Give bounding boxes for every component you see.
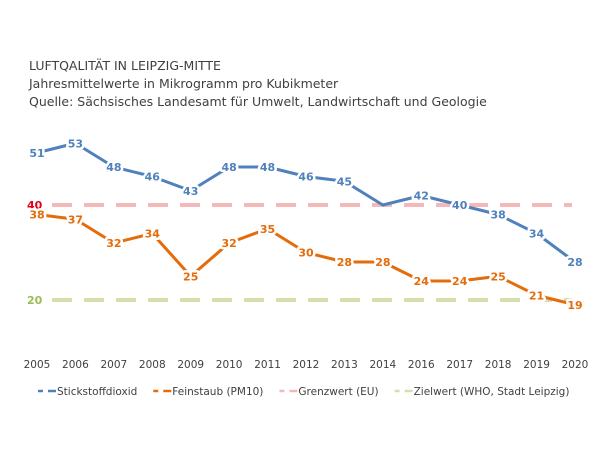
data-label: 34 [145,228,161,241]
data-point [459,280,461,282]
x-tick-label: 2012 [293,359,320,371]
data-point [343,180,345,182]
data-point [305,252,307,253]
data-point [190,275,192,277]
chart-source: Quelle: Sächsisches Landesamt für Umwelt… [29,94,487,109]
data-label: 32 [106,237,121,250]
data-label: 28 [375,256,390,269]
data-point [420,280,422,282]
data-label: 28 [337,256,352,269]
chart-title: LUFTQALITÄT IN LEIPZIG-MITTE [29,58,221,73]
data-label: 38 [29,209,44,222]
x-tick-label: 2011 [254,359,281,371]
data-point [151,176,153,177]
data-point [228,166,230,168]
data-label: 28 [567,256,582,269]
series-line-2 [36,213,576,307]
data-label: 24 [452,275,468,288]
x-tick-label: 2009 [177,359,204,371]
data-label: 30 [298,247,314,260]
x-tick-label: 2013 [331,359,358,371]
x-tick-label: 2008 [139,359,166,371]
data-point [113,242,115,244]
data-label: 38 [490,209,505,222]
legend-item-2: Feinstaub (PM10) [172,386,263,398]
data-point [74,142,76,144]
data-point [151,233,153,234]
data-label: 25 [183,270,198,283]
chart-subtitle: Jahresmittelwerte in Mikrogramm pro Kubi… [29,76,339,91]
data-label: 24 [414,275,430,288]
data-label: 25 [490,270,505,283]
data-point [536,294,538,296]
data-point [497,275,499,277]
data-label: 48 [260,161,275,174]
legend-item-3: Grenzwert (EU) [298,386,378,398]
data-label: 46 [298,171,314,184]
x-tick-label: 2016 [408,359,435,371]
data-label: 32 [221,237,236,250]
x-tick-label: 2014 [369,359,396,371]
data-label: 46 [145,171,161,184]
x-tick-label: 2007 [100,359,127,371]
data-label: 48 [221,161,236,174]
data-point [190,190,192,192]
data-point [36,152,38,154]
legend-item-4: Zielwert (WHO, Stadt Leipzig) [414,386,570,398]
x-tick-label: 2005 [24,359,51,371]
data-point [420,195,422,196]
data-label: 37 [68,213,83,226]
data-label: 53 [68,137,83,150]
x-tick-label: 2020 [562,359,589,371]
data-point [228,242,230,244]
data-point [305,176,307,177]
x-tick-label: 2017 [446,359,473,371]
x-tick-label: 2006 [62,359,89,371]
legend-item-1: Stickstoffdioxid [57,386,137,398]
data-label: 42 [414,190,429,203]
reference-label: 40 [27,199,43,212]
data-label: 43 [183,185,198,198]
data-point [536,233,538,234]
data-label: 51 [29,147,44,160]
reference-label: 20 [27,294,43,307]
data-point [497,214,499,215]
data-label: 45 [337,175,352,188]
data-label: 40 [452,199,468,212]
data-point [113,166,115,168]
data-point [343,261,345,263]
data-label: 19 [567,299,582,312]
data-point [74,218,76,220]
data-label: 35 [260,223,275,236]
data-label: 48 [106,161,121,174]
data-point [267,228,269,230]
x-tick-label: 2018 [485,359,512,371]
data-point [382,204,384,206]
data-point [382,261,384,263]
data-point [459,204,461,206]
data-point [36,214,38,215]
data-label: 34 [529,228,545,241]
data-label: 21 [529,289,544,302]
x-tick-label: 2010 [216,359,243,371]
data-point [574,261,576,263]
x-tick-label: 2019 [523,359,550,371]
data-point [267,166,269,168]
data-point [574,304,576,306]
